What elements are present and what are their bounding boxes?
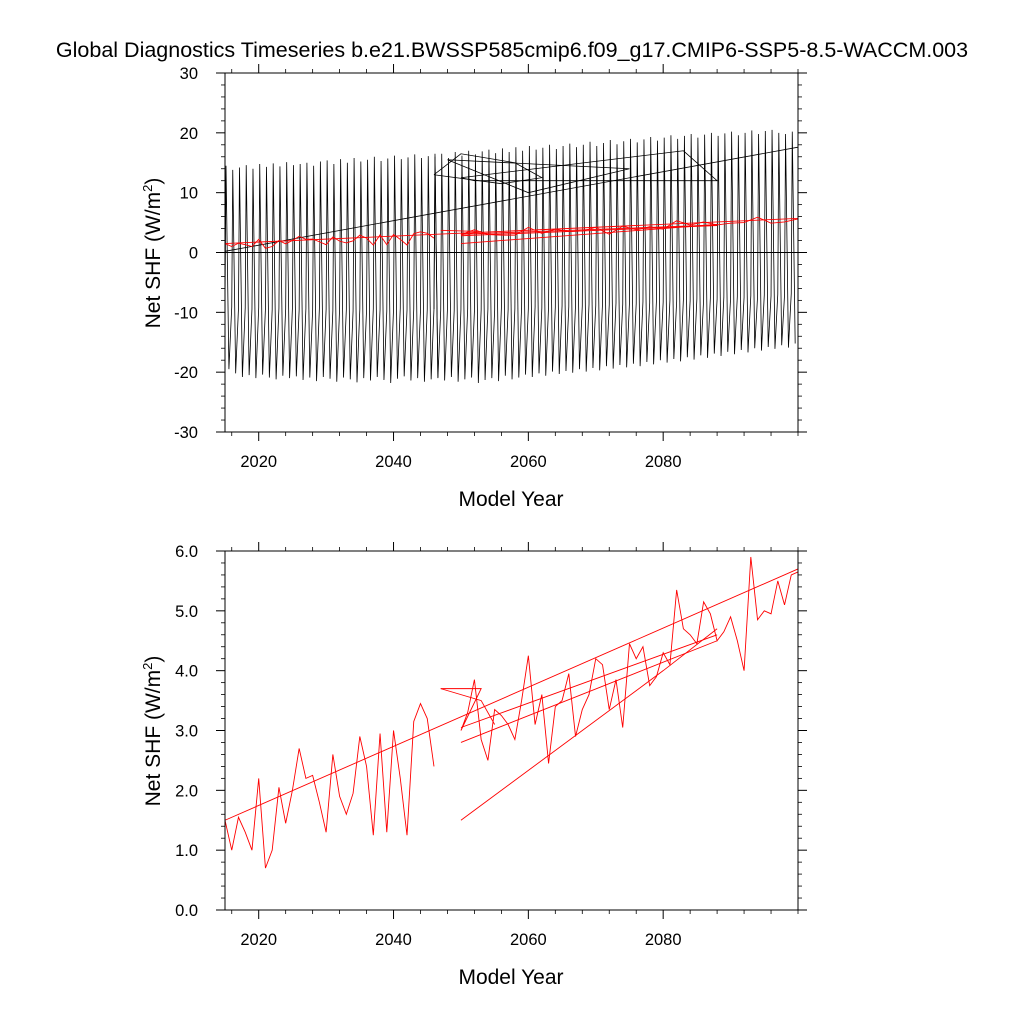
annual-wrap-line — [440, 688, 496, 725]
y-tick-label: 20 — [180, 125, 198, 143]
figure-title: Global Diagnostics Timeseries b.e21.BWSS… — [56, 38, 968, 62]
annual-wrap-line — [460, 628, 718, 821]
y-tick-label: 0 — [189, 245, 198, 263]
y-tick-label: 2.0 — [175, 782, 198, 800]
top-y-axis-label: Net SHF (W/m2) — [140, 178, 165, 329]
monthly-and-annual-panel: 2020 2040 2060 2080 -30 -20 -10 0 10 20 30 Model Y… — [140, 64, 807, 511]
bottom-y-axis-label-close: ) — [142, 656, 165, 663]
monthly-wrap-line — [447, 159, 630, 194]
x-tick-label: 2040 — [375, 453, 412, 471]
top-axis-ticks: 2020 2040 2060 2080 -30 -20 -10 0 10 20 30 — [174, 64, 807, 471]
bottom-y-axis-label-sup: 2 — [140, 663, 155, 670]
monthly-series-line — [433, 129, 796, 383]
x-tick-label: 2080 — [645, 453, 682, 471]
x-tick-label: 2040 — [375, 931, 412, 949]
annual-mean-line — [224, 231, 435, 249]
annual-panel: 2020 2040 2060 2080 0.0 1.0 2.0 3.0 4.0 5.0 6.0 Mo… — [140, 542, 807, 989]
y-tick-label: 6.0 — [175, 543, 198, 561]
annual-mean-line — [224, 702, 435, 869]
y-tick-label: 30 — [180, 65, 198, 83]
x-tick-label: 2060 — [510, 453, 547, 471]
annual-trend-line — [224, 217, 799, 244]
x-tick-label: 2020 — [240, 453, 277, 471]
bottom-plot-area — [224, 556, 799, 869]
y-tick-label: 10 — [180, 185, 198, 203]
y-tick-label: 1.0 — [175, 842, 198, 860]
monthly-wrap-line — [433, 153, 544, 185]
annual-mean-line — [440, 556, 799, 764]
top-y-axis-label-sup: 2 — [140, 185, 155, 192]
annual-wrap-line — [460, 224, 718, 235]
y-tick-label: -10 — [174, 304, 198, 322]
top-y-axis-label-close: ) — [142, 178, 165, 185]
x-tick-label: 2080 — [645, 931, 682, 949]
x-tick-label: 2060 — [510, 931, 547, 949]
top-plot-area — [224, 129, 799, 383]
annual-wrap-line — [460, 634, 718, 728]
top-y-axis-label-main: Net SHF (W/m — [142, 192, 165, 329]
annual-trend-line — [224, 568, 799, 821]
y-tick-label: 4.0 — [175, 663, 198, 681]
monthly-trend-line — [224, 146, 799, 252]
monthly-series-line — [224, 153, 439, 383]
y-tick-label: 5.0 — [175, 603, 198, 621]
y-tick-label: -30 — [174, 424, 198, 442]
top-x-axis-label: Model Year — [458, 488, 563, 511]
annual-wrap-line — [460, 640, 718, 743]
bottom-axis-ticks: 2020 2040 2060 2080 0.0 1.0 2.0 3.0 4.0 5.0 6.0 — [175, 542, 807, 949]
bottom-y-axis-label: Net SHF (W/m2) — [140, 656, 165, 807]
bottom-x-axis-label: Model Year — [458, 966, 563, 989]
y-tick-label: -20 — [174, 364, 198, 382]
y-tick-label: 3.0 — [175, 723, 198, 741]
bottom-y-axis-label-main: Net SHF (W/m — [142, 670, 165, 807]
y-tick-label: 0.0 — [175, 902, 198, 920]
annual-wrap-line — [460, 225, 718, 237]
monthly-wrap-line — [460, 150, 719, 182]
x-tick-label: 2020 — [240, 931, 277, 949]
